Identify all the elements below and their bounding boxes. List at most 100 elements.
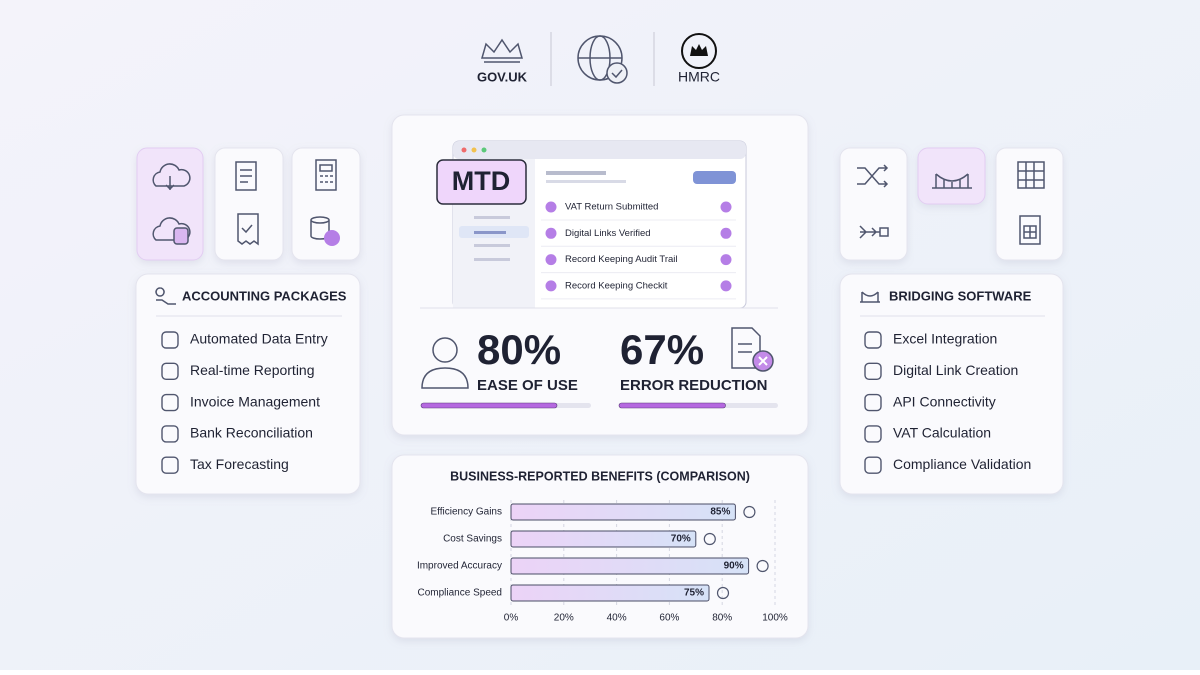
header: GOV.UK HMRC	[477, 32, 720, 86]
card-title: ACCOUNTING PACKAGES	[182, 288, 347, 303]
logo-text: HMRC	[678, 69, 720, 85]
item-icon	[161, 425, 179, 443]
sheet-icon	[1019, 215, 1041, 245]
x-tick-label: 20%	[554, 613, 574, 624]
x-tick-label: 0%	[504, 613, 519, 624]
window-bar	[453, 141, 746, 159]
bar	[510, 530, 697, 548]
tile	[995, 147, 1064, 261]
check-icon	[324, 230, 340, 246]
bar	[510, 584, 710, 602]
mtd-badge	[436, 159, 527, 205]
bridge-icon	[932, 173, 972, 189]
check-icon	[720, 254, 732, 266]
list-item: API Connectivity	[893, 393, 996, 409]
person-icon	[421, 337, 469, 389]
progress-bar	[618, 402, 726, 409]
check-icon	[545, 254, 557, 266]
doc-error-icon	[731, 327, 774, 372]
bridging-card	[839, 273, 1064, 495]
check-icon	[545, 280, 557, 292]
item-icon	[161, 331, 179, 349]
item-icon	[864, 331, 882, 349]
check-icon	[720, 280, 732, 292]
value-label: 85%	[710, 507, 730, 518]
icon-tiles-right	[839, 147, 1064, 261]
db-icon	[173, 227, 189, 245]
hmrc-icon	[681, 33, 717, 69]
y-tick-label: Efficiency Gains	[430, 507, 502, 518]
y-tick-label: Improved Accuracy	[417, 561, 502, 572]
progress-bar	[420, 402, 558, 409]
doc-icon	[235, 161, 257, 191]
tile	[214, 147, 284, 261]
item-icon	[161, 362, 179, 380]
item-icon	[864, 362, 882, 380]
x-tick-label: 100%	[762, 613, 788, 624]
stat-label: EASE OF USE	[477, 377, 578, 394]
check-icon	[545, 227, 557, 239]
icon-tiles-left	[136, 147, 361, 261]
db-icon	[310, 216, 330, 240]
stat-value: 80%	[477, 326, 561, 373]
list-item: Compliance Validation	[893, 456, 1031, 472]
stat-value: 67%	[620, 326, 704, 373]
value-label: 75%	[684, 588, 704, 599]
logo-text: GOV.UK	[477, 69, 528, 84]
item-icon	[864, 393, 882, 412]
check-icon	[545, 201, 557, 213]
value-label: 90%	[724, 561, 744, 572]
bar	[510, 503, 736, 521]
list-item: Automated Data Entry	[190, 331, 328, 347]
check-icon	[720, 227, 732, 239]
cloud-icon	[152, 163, 191, 191]
checklist-item: Record Keeping Checkit	[565, 280, 668, 291]
x-tick-label: 60%	[659, 613, 679, 624]
excel-icon	[1017, 161, 1045, 189]
cloud-icon	[152, 217, 191, 241]
globe-icon	[577, 35, 628, 84]
bar-icon	[716, 586, 730, 600]
stat-label: ERROR REDUCTION	[620, 377, 768, 394]
calculator-icon	[315, 159, 337, 191]
shuffle-icon	[857, 164, 889, 188]
list-item: VAT Calculation	[893, 425, 991, 441]
badge-text: MTD	[452, 166, 510, 196]
bar-icon	[743, 505, 756, 519]
crown-icon	[481, 38, 523, 63]
tile	[917, 147, 986, 205]
item-icon	[161, 393, 179, 412]
x-tick-label: 80%	[712, 613, 732, 624]
connect-icon	[859, 225, 889, 239]
checklist-item: Record Keeping Audit Trail	[565, 254, 677, 265]
item-icon	[864, 456, 882, 474]
x-tick-label: 40%	[607, 613, 627, 624]
checklist-item: VAT Return Submitted	[565, 202, 658, 213]
bar-icon	[703, 532, 716, 546]
list-item: Invoice Management	[190, 393, 320, 409]
value-label: 70%	[671, 534, 691, 545]
list-item: Digital Link Creation	[893, 362, 1018, 378]
tile	[291, 147, 361, 261]
list-item: Excel Integration	[893, 331, 997, 347]
list-item: Bank Reconciliation	[190, 425, 313, 441]
card-title: BRIDGING SOFTWARE	[889, 288, 1032, 303]
receipt-icon	[237, 213, 259, 246]
check-icon	[720, 201, 732, 213]
tile	[839, 147, 908, 261]
item-icon	[864, 425, 882, 443]
list-item: Tax Forecasting	[190, 456, 289, 472]
list-item: Real-time Reporting	[190, 362, 315, 378]
card-icon	[860, 291, 880, 303]
bar	[510, 557, 750, 575]
tile	[136, 147, 204, 261]
y-tick-label: Cost Savings	[443, 534, 502, 545]
bar-icon	[756, 559, 769, 573]
item-icon	[161, 456, 179, 474]
accounting-card	[135, 273, 361, 495]
card-icon	[155, 287, 176, 305]
checklist-item: Digital Links Verified	[565, 228, 651, 239]
chart-title: BUSINESS-REPORTED BENEFITS (COMPARISON)	[450, 469, 750, 483]
